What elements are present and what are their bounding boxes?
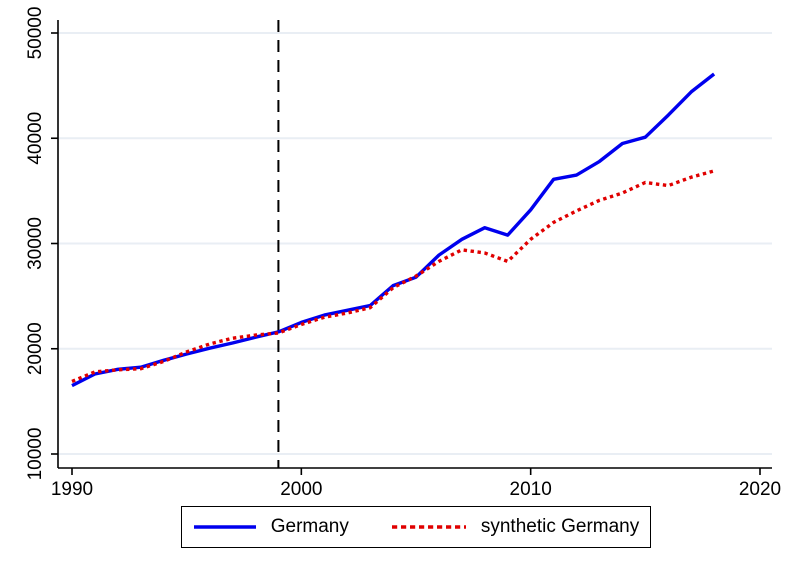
x-tick-label-1990: 1990	[51, 479, 93, 500]
legend: Germany synthetic Germany	[181, 506, 651, 548]
legend-item-synthetic-germany: synthetic Germany	[391, 516, 639, 538]
germany-line-swatch	[193, 523, 257, 531]
plot-area: 10000 20000 30000 40000 50000 1990 2000 2010 202…	[25, 7, 781, 500]
x-tick-label-2010: 2010	[510, 479, 552, 500]
y-tick-label-40000: 40000	[25, 112, 46, 165]
legend-label-synthetic-germany: synthetic Germany	[480, 516, 640, 537]
y-tick-label-10000: 10000	[25, 428, 46, 481]
y-tick-label-20000: 20000	[25, 322, 46, 375]
germany-line	[71, 72, 716, 388]
synthetic-germany-line	[71, 169, 715, 383]
legend-label-germany: Germany	[270, 516, 349, 537]
y-tick-label-30000: 30000	[25, 217, 46, 270]
x-tick-label-2020: 2020	[739, 479, 781, 500]
x-tick-label-2000: 2000	[280, 479, 322, 500]
synthetic-germany-line-swatch	[391, 523, 467, 531]
legend-item-germany: Germany	[193, 516, 349, 538]
y-tick-label-50000: 50000	[25, 7, 46, 60]
